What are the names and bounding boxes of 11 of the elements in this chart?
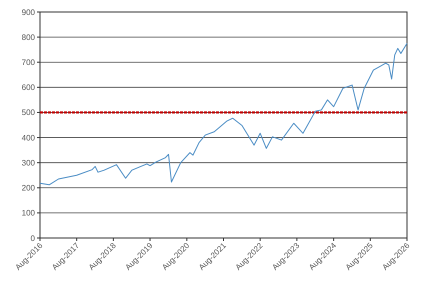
y-tick-label: 400 <box>22 133 36 142</box>
y-tick-label: 700 <box>22 58 36 68</box>
y-tick-label: 900 <box>22 8 36 17</box>
y-tick-label: 0 <box>30 234 36 243</box>
y-tick-label: 600 <box>22 83 36 92</box>
line-series <box>40 42 408 186</box>
y-tick-label: 800 <box>22 32 36 42</box>
y-tick-label: 200 <box>22 184 36 193</box>
y-tick-label: 100 <box>22 208 36 218</box>
y-tick-label: 500 <box>22 108 36 118</box>
y-tick-label: 300 <box>22 158 36 168</box>
